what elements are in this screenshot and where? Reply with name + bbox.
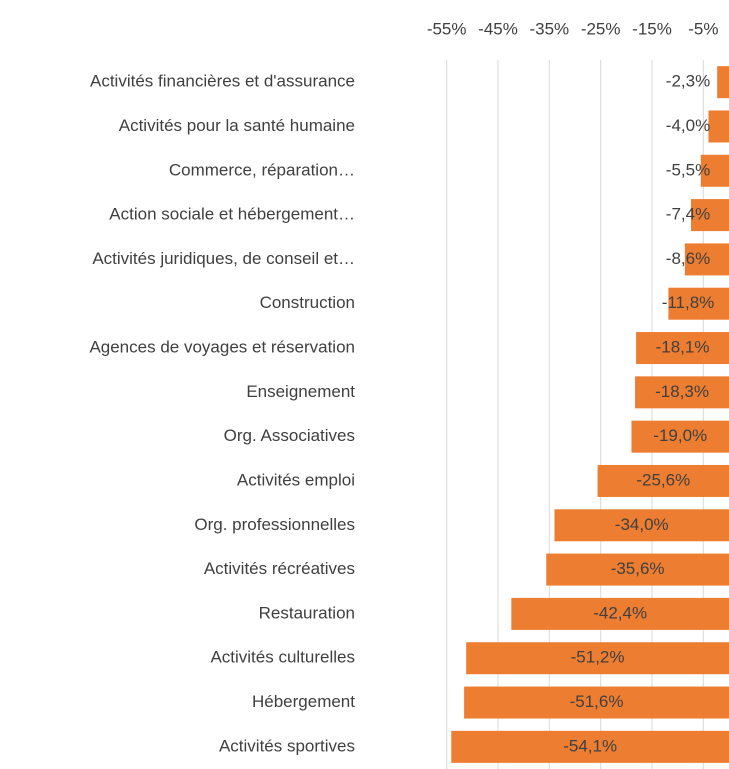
bar xyxy=(464,686,729,719)
data-label: -51,2% xyxy=(571,648,625,667)
bar xyxy=(631,420,729,453)
bar xyxy=(635,376,729,409)
category-label: Activités récréatives xyxy=(204,559,355,578)
data-label: -7,4% xyxy=(666,205,710,224)
category-label: Enseignement xyxy=(246,382,355,401)
category-label: Activités culturelles xyxy=(210,648,355,667)
category-label: Commerce, réparation… xyxy=(169,160,355,179)
data-label: -18,1% xyxy=(656,338,710,357)
data-label: -19,0% xyxy=(653,426,707,445)
category-label: Construction xyxy=(260,293,355,312)
bar xyxy=(636,332,729,365)
category-label: Activités pour la santé humaine xyxy=(119,116,355,135)
bar xyxy=(466,642,729,675)
data-label: -35,6% xyxy=(611,559,665,578)
bar xyxy=(691,199,729,232)
category-label: Activités juridiques, de conseil et… xyxy=(92,249,355,268)
bar xyxy=(597,464,729,497)
category-label: Org. Associatives xyxy=(224,426,355,445)
data-label: -4,0% xyxy=(666,116,710,135)
bar xyxy=(668,287,729,320)
category-label: Org. professionnelles xyxy=(194,515,355,534)
bar xyxy=(700,154,729,187)
category-label: Restauration xyxy=(259,603,355,622)
category-label: Action sociale et hébergement… xyxy=(109,205,355,224)
x-tick-label: -5% xyxy=(688,19,718,38)
data-label: -2,3% xyxy=(666,72,710,91)
data-label: -5,5% xyxy=(666,160,710,179)
bar xyxy=(708,110,729,143)
category-label: Agences de voyages et réservation xyxy=(89,338,355,357)
x-tick-label: -35% xyxy=(529,19,569,38)
data-label: -8,6% xyxy=(666,249,710,268)
data-label: -42,4% xyxy=(593,603,647,622)
category-label: Hébergement xyxy=(252,692,355,711)
bar xyxy=(451,730,729,763)
data-label: -25,6% xyxy=(636,470,690,489)
x-tick-label: -55% xyxy=(427,19,467,38)
category-label: Activités emploi xyxy=(237,470,355,489)
x-tick-label: -25% xyxy=(581,19,621,38)
data-label: -51,6% xyxy=(570,692,624,711)
data-label: -18,3% xyxy=(655,382,709,401)
category-label: Activités financières et d'assurance xyxy=(90,72,355,91)
data-label: -11,8% xyxy=(662,293,715,312)
category-label: Activités sportives xyxy=(219,736,355,755)
data-label: -34,0% xyxy=(615,515,669,534)
bar xyxy=(554,509,729,542)
bar xyxy=(684,243,729,276)
x-tick-label: -45% xyxy=(478,19,518,38)
bar xyxy=(511,597,729,630)
bar xyxy=(717,66,729,99)
x-tick-label: -15% xyxy=(632,19,672,38)
bar xyxy=(546,553,729,586)
data-label: -54,1% xyxy=(563,736,617,755)
